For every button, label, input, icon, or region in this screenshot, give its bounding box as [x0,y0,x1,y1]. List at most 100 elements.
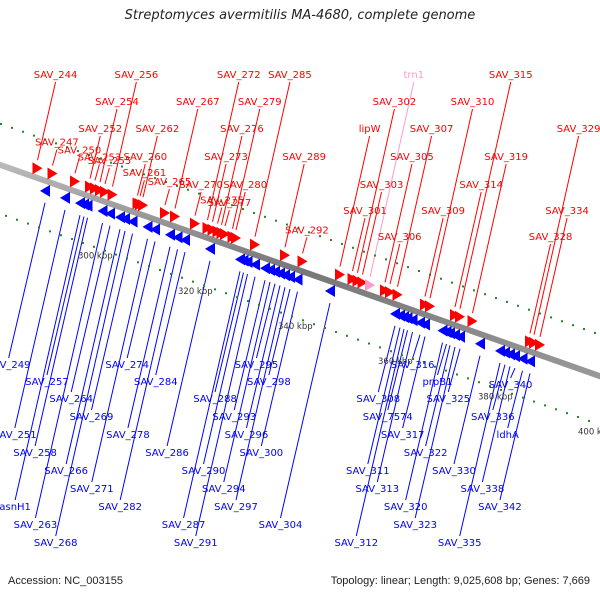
scale-tick-label: 300 kbp [78,252,113,262]
forward-arrow-SAV_307 [392,288,403,301]
reverse-arrow-SAV_286 [205,242,215,255]
forward-arrow-SAV_277 [220,228,230,241]
genome-summary-text: Topology: linear; Length: 9,025,608 bp; … [330,575,590,587]
leader-line-SAV_284 [155,251,186,376]
marker-dot [27,222,29,225]
forward-arrow-SAV_315 [455,310,465,323]
tick-markers [0,123,596,422]
marker-dot [473,289,475,292]
gene-label-SAV_308: SAV_308 [356,394,400,405]
gene-label-SAV_269: SAV_269 [70,412,114,423]
reverse-arrow-SAV_282 [172,231,183,244]
leader-line-SAV_325 [447,348,461,393]
leader-line-SAV_314 [454,191,482,308]
gene-label-SAV_334: SAV_334 [545,206,589,217]
scale-tick-label: 320 kbp [178,287,213,297]
marker-dot [258,303,260,306]
gene-label-SAV_274: SAV_274 [105,360,149,371]
gene-label-SAV_7574: SAV_7574 [363,412,413,423]
gene-label-SAV_319: SAV_319 [484,152,528,163]
gene-label-SAV_323: SAV_323 [393,520,437,531]
gene-label-SAV_297: SAV_297 [214,502,258,513]
reverse-arrow-SAV_298 [285,270,295,283]
gene-label-prpB1: prpB1 [422,377,452,388]
marker-dot [110,161,112,164]
forward-arrow-SAV_289 [280,249,290,262]
gene-label-SAV_312: SAV_312 [334,538,378,549]
leader-line-SAV_250 [74,157,80,174]
gene-label-SAV_330: SAV_330 [432,466,476,477]
marker-dot [583,328,585,331]
marker-dot [407,266,409,269]
gene-label-SAV_261: SAV_261 [123,168,167,179]
gene-label-SAV_266: SAV_266 [44,466,88,477]
leader-line-SAV_262 [142,135,158,198]
forward-leader-lines [37,81,580,338]
forward-arrow-SAV_303 [357,276,368,289]
forward-arrow-SAV_319 [467,315,478,328]
gene-label-SAV_288: SAV_288 [193,394,237,405]
leader-line-SAV_269 [91,233,133,411]
leader-line-SAV_260 [137,163,146,196]
gene-label-SAV_275: SAV_275 [200,195,244,206]
scale-ticks: 300 kbp 320 kbp 340 kbp 360 kbp 380 kbp 400 k… [78,252,600,438]
leader-line-SAV_276 [221,135,243,226]
gene-label-SAV_279: SAV_279 [238,97,282,108]
reverse-arrow-SAV_330 [475,337,485,350]
marker-dot [489,385,491,388]
leader-line-SAV_275 [217,207,223,224]
forward-arrow-SAV_285 [250,238,260,251]
gene-label-SAV_282: SAV_282 [98,502,142,513]
leader-line-SAV_294 [223,281,271,483]
marker-dot [588,419,590,422]
marker-dot [357,338,359,341]
marker-dot [275,219,277,222]
gene-label-SAV_342: SAV_342 [478,502,522,513]
gene-label-SAV_285: SAV_285 [268,70,312,81]
marker-dot [434,365,436,368]
marker-dot [423,361,425,364]
reverse-arrow-SAV_278 [165,228,175,241]
marker-dot [280,311,282,314]
marker-dot [517,304,519,307]
gene-label-SAV_268: SAV_268 [34,538,78,549]
marker-dot [577,416,579,419]
marker-dot [77,150,79,153]
reverse-arrow-SAV_268 [120,212,130,225]
gene-label-SAV_291: SAV_291 [174,538,218,549]
reverse-arrow-SAV_342 [525,355,535,368]
gene-label-SAV_262: SAV_262 [136,124,180,135]
marker-dot [93,245,95,248]
gene-label-SAV_286: SAV_286 [145,448,189,459]
leader-line-SAV_7574 [387,330,408,411]
marker-dot [60,234,62,237]
gene-label-asnH1: asnH1 [0,502,31,513]
marker-dot [484,293,486,296]
gene-label-SAV_293: SAV_293 [212,412,256,423]
leader-line-SAV_328 [529,243,552,334]
leader-line-SAV_266 [65,229,121,465]
marker-dot [198,192,200,195]
gene-label-SAV_258: SAV_258 [13,448,57,459]
marker-dot [104,249,106,252]
marker-dot [440,277,442,280]
reverse-arrow-SAV_251 [60,191,70,204]
reverse-arrow-SAV_291 [250,258,260,271]
reverse-arrow-SAV_313 [407,314,418,327]
gene-label-SAV_306: SAV_306 [378,232,422,243]
forward-arrow-SAV_267 [170,210,180,223]
forward-arrow-SAV_310 [425,300,435,313]
marker-dot [478,381,480,384]
leader-line-SAV_296 [245,285,281,429]
marker-dot [88,153,90,156]
marker-dot [55,142,57,145]
reverse-arrow-SAV_304 [325,285,335,298]
marker-dot [462,285,464,288]
marker-dot [154,177,156,180]
forward-arrow-SAV_250 [70,175,80,188]
leader-line-SAV_268 [55,230,126,537]
gene-label-SAV_302: SAV_302 [373,97,417,108]
leader-line-SAV_311 [367,327,401,465]
marker-dot [379,346,381,349]
marker-dot [445,369,447,372]
